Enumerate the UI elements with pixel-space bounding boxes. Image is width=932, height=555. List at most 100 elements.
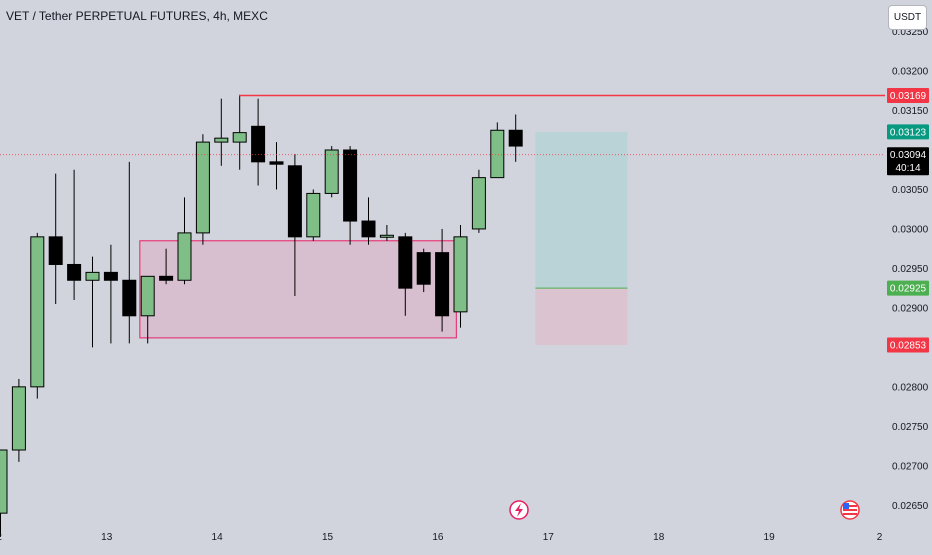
candle xyxy=(287,153,302,297)
time-tick-label: 15 xyxy=(322,532,334,543)
entry-price-tag-text: 0.02925 xyxy=(890,284,927,295)
currency-button[interactable]: USDT xyxy=(888,5,927,30)
candle xyxy=(306,189,321,241)
bear-candle-body xyxy=(48,236,63,265)
time-tick-label: 13 xyxy=(101,532,113,543)
event-icons[interactable] xyxy=(509,500,860,520)
lightning-icon[interactable] xyxy=(509,500,529,520)
price-tick-label: 0.03000 xyxy=(892,224,929,235)
candle xyxy=(0,449,8,537)
bear-candle-body xyxy=(508,129,523,147)
candle xyxy=(67,169,82,300)
candle xyxy=(232,94,247,170)
bear-candle-body xyxy=(398,236,413,289)
candle xyxy=(85,256,100,348)
resistance-price-tag-bg xyxy=(887,88,929,104)
bull-candle-body xyxy=(85,271,100,281)
candle xyxy=(435,228,450,332)
target-price-tag-bg xyxy=(887,124,929,140)
candle xyxy=(214,98,229,166)
candle xyxy=(398,232,413,316)
candle xyxy=(11,378,26,462)
price-tick-label: 0.03050 xyxy=(892,185,929,196)
bull-candle-body xyxy=(140,275,155,317)
candle xyxy=(361,197,376,245)
candle xyxy=(508,114,523,162)
candle xyxy=(103,244,118,344)
bull-candle-body xyxy=(379,234,394,238)
bull-candle-body xyxy=(453,236,468,313)
bear-candle-body xyxy=(251,125,266,163)
bull-candle-body xyxy=(306,192,321,238)
candles-layer xyxy=(0,94,523,537)
bear-candle-body xyxy=(287,165,302,238)
candle xyxy=(122,161,137,344)
bull-candle-body xyxy=(232,132,247,143)
time-tick-label: 2 xyxy=(877,532,883,543)
price-axis[interactable]: 0.03250 0.03200 0.03150 0.03050 0.03000 0.029… xyxy=(892,27,929,512)
last-price-tag-bg xyxy=(887,147,929,176)
candle xyxy=(177,197,192,285)
bear-candle-body xyxy=(435,252,450,317)
resistance-price-tag: 0.03169 xyxy=(887,88,929,104)
bull-candle-body xyxy=(30,236,45,388)
us-flag-icon[interactable] xyxy=(840,500,860,520)
time-tick-label: 14 xyxy=(212,532,224,543)
position-target-zone xyxy=(535,131,628,289)
candle xyxy=(159,248,174,285)
candle xyxy=(30,232,45,399)
entry-price-tag: 0.02925 xyxy=(887,280,929,296)
candle xyxy=(195,134,210,245)
bear-candle-body xyxy=(122,279,137,317)
candle xyxy=(416,248,431,293)
bear-candle-body xyxy=(159,275,174,281)
candle xyxy=(379,225,394,241)
candle xyxy=(490,122,505,179)
candle xyxy=(453,225,468,328)
price-tick-label: 0.02650 xyxy=(892,501,929,512)
bear-candle-body xyxy=(269,161,284,165)
candle xyxy=(269,142,284,190)
price-tick-label: 0.03250 xyxy=(892,27,929,38)
price-tick-label: 0.02900 xyxy=(892,303,929,314)
stop-price-tag: 0.02853 xyxy=(887,337,929,353)
target-price-tag: 0.03123 xyxy=(887,124,929,140)
bear-candle-body xyxy=(416,252,431,285)
candle xyxy=(343,146,358,245)
position-stop-zone xyxy=(535,288,628,345)
price-tags: 0.03169 0.03123 0.03094 40:14 0.02925 0.02853 xyxy=(887,88,929,353)
entry-price-tag-bg xyxy=(887,280,929,296)
last-price-tag-text: 0.03094 xyxy=(890,150,927,161)
resistance-price-tag-text: 0.03169 xyxy=(890,91,927,102)
price-tick-label: 0.02750 xyxy=(892,422,929,433)
candle xyxy=(324,146,339,198)
bear-candle-body xyxy=(103,271,118,281)
bear-candle-body xyxy=(67,263,82,281)
bear-candle-body xyxy=(343,149,358,222)
bear-candle-body xyxy=(361,220,376,238)
time-tick-label: 16 xyxy=(432,532,444,543)
time-tick-label: 12 xyxy=(0,532,2,543)
bull-candle-body xyxy=(11,386,26,451)
bull-candle-body xyxy=(214,137,229,143)
price-tick-label: 0.02700 xyxy=(892,461,929,472)
price-tick-label: 0.02800 xyxy=(892,382,929,393)
bull-candle-body xyxy=(177,232,192,281)
stop-price-tag-bg xyxy=(887,337,929,353)
time-tick-label: 17 xyxy=(543,532,555,543)
lines-layer xyxy=(0,94,885,156)
bull-candle-body xyxy=(195,141,210,234)
time-tick-label: 18 xyxy=(653,532,665,543)
last-price-tag: 0.03094 40:14 xyxy=(887,147,929,176)
time-tick-label: 19 xyxy=(764,532,776,543)
target-price-tag-text: 0.03123 xyxy=(890,127,927,138)
price-tick-label: 0.02950 xyxy=(892,264,929,275)
time-axis[interactable]: 12 13 14 15 16 17 18 19 2 xyxy=(0,532,883,543)
bull-candle-body xyxy=(471,177,486,230)
chart-title: VET / Tether PERPETUAL FUTURES, 4h, MEXC xyxy=(6,9,268,23)
price-tick-label: 0.03150 xyxy=(892,106,929,117)
drawings-layer xyxy=(139,131,628,345)
bull-candle-body xyxy=(0,449,8,514)
